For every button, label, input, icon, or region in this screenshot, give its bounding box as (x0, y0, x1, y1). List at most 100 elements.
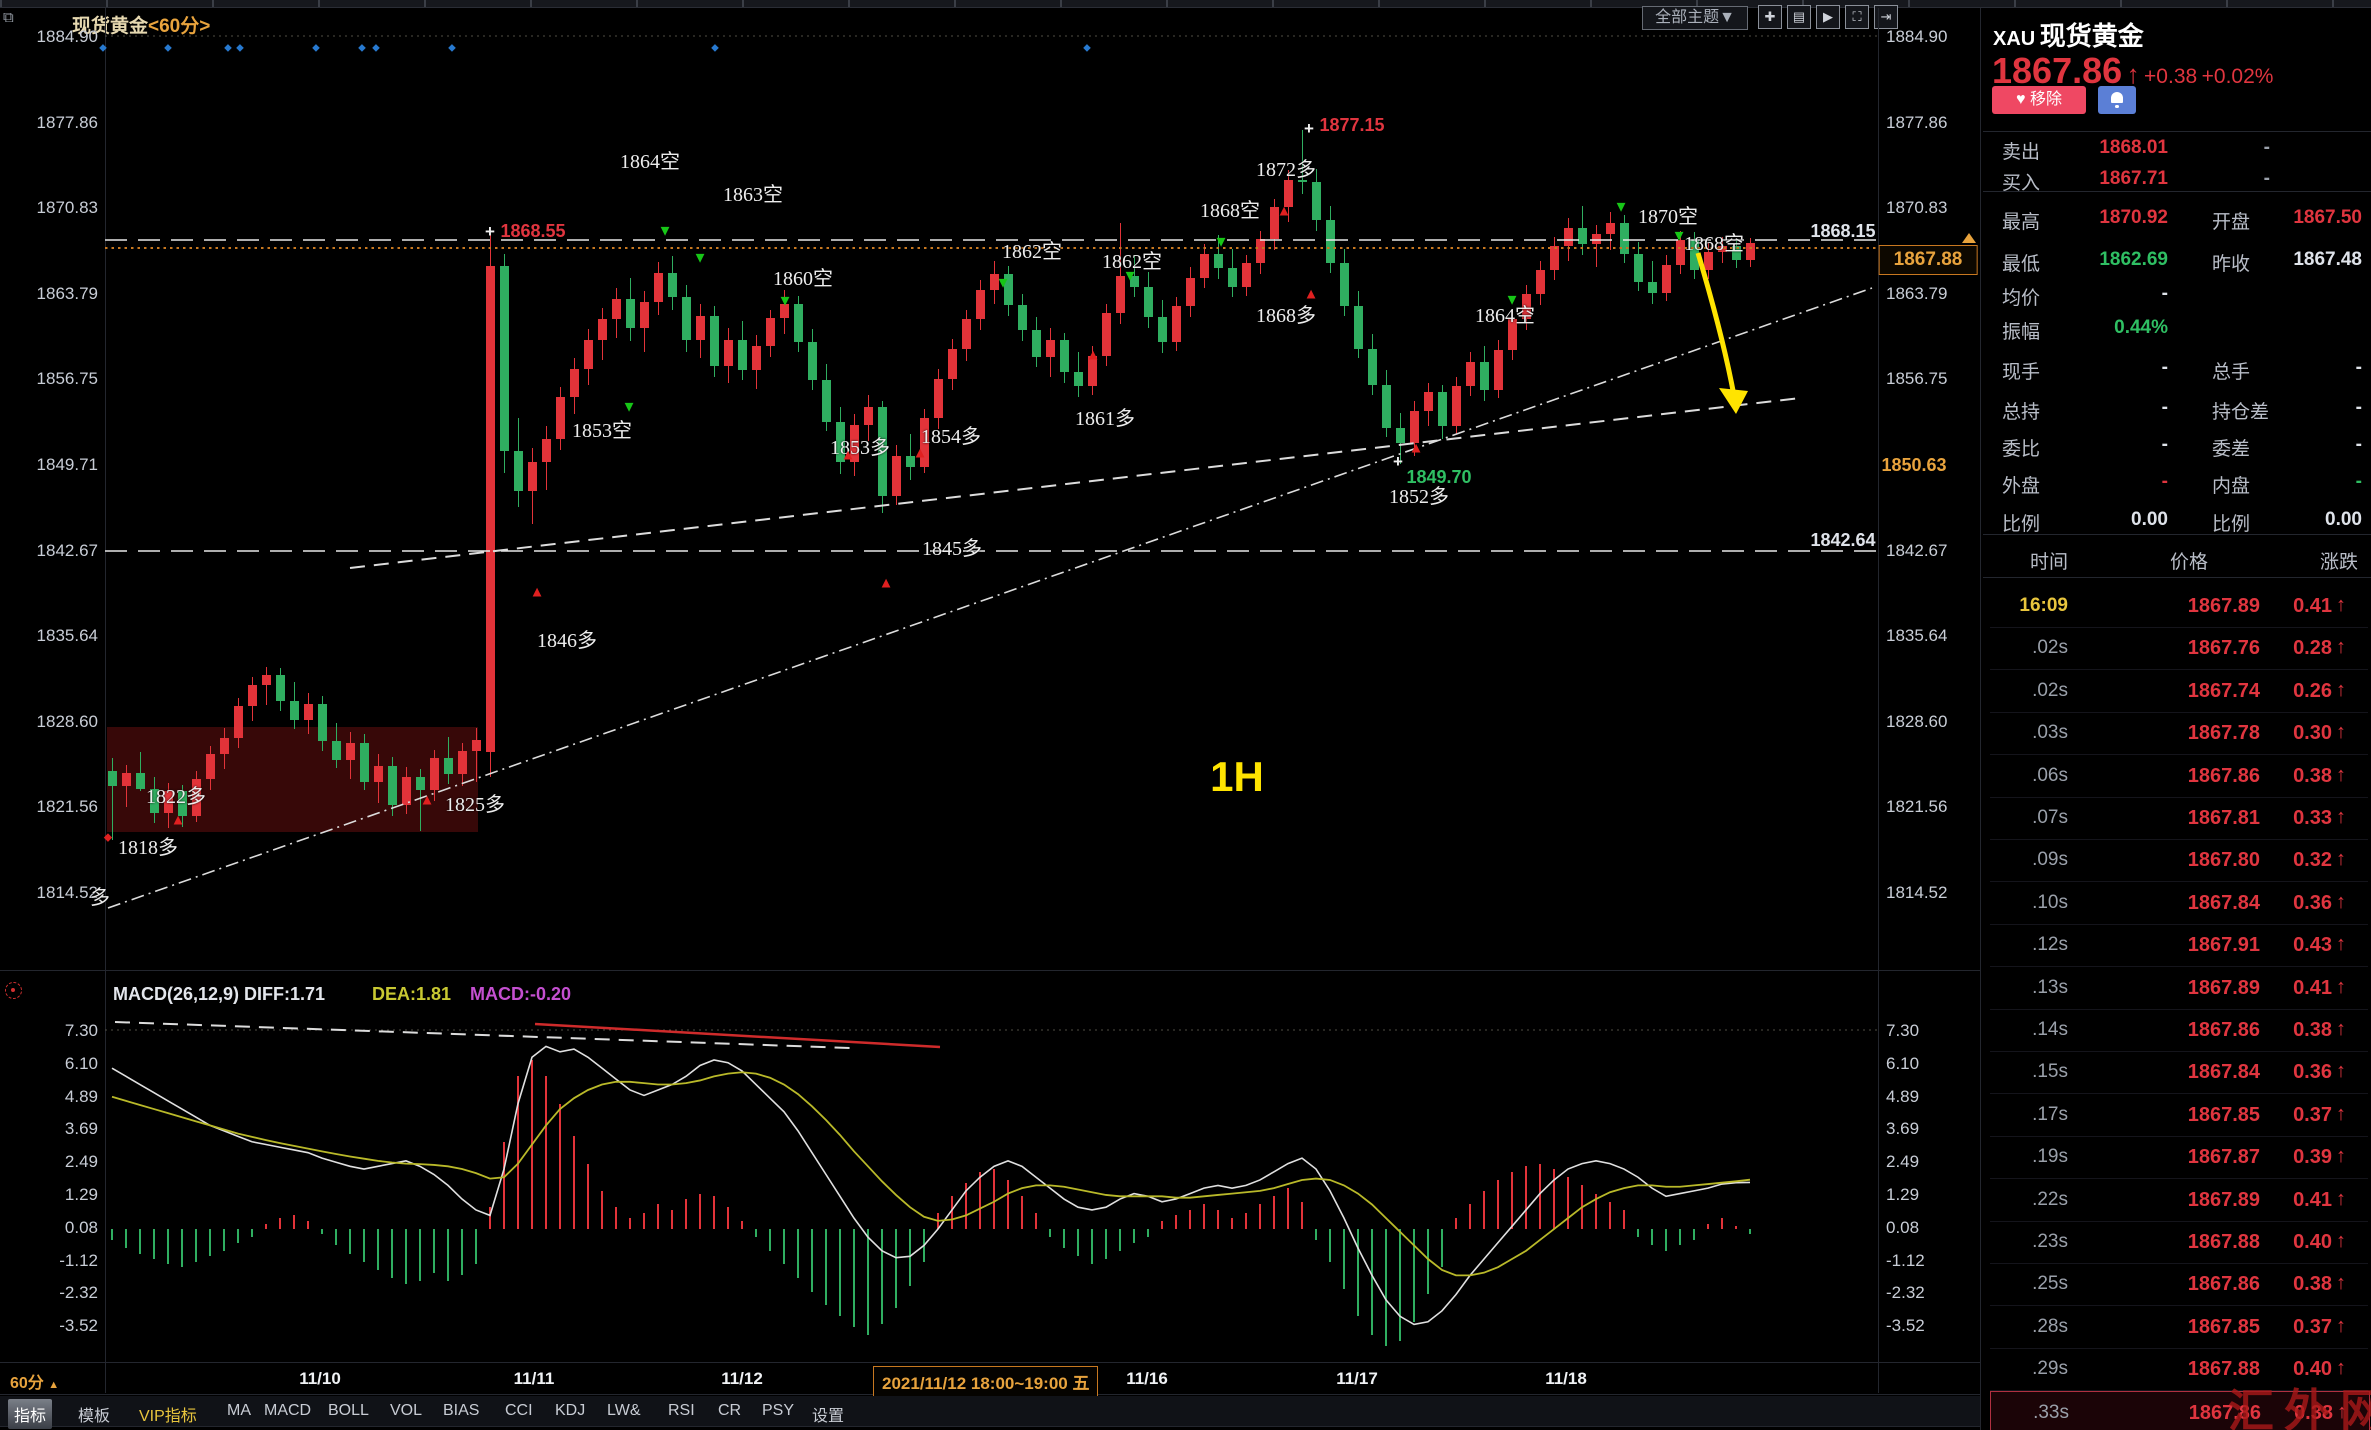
candle (597, 319, 607, 341)
trade-up-arrow-icon: ↑ (2336, 1272, 2346, 1295)
signal-label: 1862空 (1102, 251, 1162, 273)
macd-hist-bar (251, 1229, 253, 1238)
macd-hist-bar (223, 1229, 225, 1251)
macd-hist-bar (797, 1229, 799, 1279)
right-axis-border (1878, 8, 1879, 1393)
dock-icon[interactable]: ⧉ (3, 9, 14, 26)
trade-row[interactable]: .25s 1867.86 0.38 ↑ (1990, 1263, 2368, 1307)
quote-value: 0.44% (2114, 317, 2168, 338)
macd-hist-bar (433, 1229, 435, 1273)
trade-time: .13s (2032, 976, 2068, 998)
signal-label: 1853多 (830, 437, 890, 459)
trade-time: .17s (2032, 1103, 2068, 1125)
price-axis-label: 1842.67 (36, 540, 98, 560)
trade-row[interactable]: 16:09 1867.89 0.41 ↑ (1990, 585, 2368, 628)
trade-row[interactable]: .10s 1867.84 0.36 ↑ (1990, 882, 2368, 925)
trade-row[interactable]: .03s 1867.78 0.30 ↑ (1990, 712, 2368, 756)
candle (1255, 239, 1265, 264)
fullscreen-icon[interactable]: ⛶ (1845, 5, 1869, 29)
indicator-tab-KDJ[interactable]: KDJ (555, 1402, 586, 1419)
candle (667, 273, 677, 298)
macd-hist-bar (1301, 1201, 1303, 1229)
candle (289, 701, 299, 720)
candle (723, 340, 733, 366)
trade-row[interactable]: .02s 1867.76 0.28 ↑ (1990, 627, 2368, 671)
trades-column-header: 价格 (2170, 552, 2209, 573)
indicator-tab-CCI[interactable]: CCI (505, 1402, 533, 1419)
macd-hist-bar (1259, 1204, 1261, 1230)
macd-hist-bar (881, 1229, 883, 1325)
candle (1563, 228, 1573, 247)
grid-icon[interactable]: ▤ (1787, 5, 1811, 29)
candle (317, 703, 327, 742)
trade-row[interactable]: .22s 1867.89 0.41 ↑ (1990, 1179, 2368, 1222)
macd-hist-bar (1567, 1177, 1569, 1230)
candle (1381, 385, 1391, 428)
trade-row[interactable]: .02s 1867.74 0.26 ↑ (1990, 670, 2368, 713)
indicator-tab-BIAS[interactable]: BIAS (443, 1402, 480, 1419)
short-signal-arrow-icon: ▼ (621, 398, 637, 416)
macd-hist-bar (1091, 1229, 1093, 1265)
trade-row[interactable]: .14s 1867.86 0.38 ↑ (1990, 1009, 2368, 1052)
macd-hist-bar (587, 1163, 589, 1230)
quote-label: 开盘 (2212, 212, 2251, 233)
quote-value: 1862.69 (2099, 249, 2168, 270)
indicator-tab-CR[interactable]: CR (718, 1402, 742, 1419)
chart-style-icon[interactable]: ▶ (1816, 5, 1840, 29)
indicator-tab-设置[interactable]: 设置 (812, 1408, 845, 1425)
crosshair-icon[interactable]: ✚ (1758, 5, 1782, 29)
candle (121, 773, 131, 787)
alert-bell-button[interactable] (2098, 86, 2136, 114)
trade-price: 1867.74 (2187, 679, 2260, 702)
price-axis-label-right: 1835.64 (1886, 626, 1948, 646)
trade-row[interactable]: .28s 1867.85 0.37 ↑ (1990, 1306, 2368, 1349)
sidebar-divider (1980, 8, 1981, 1430)
trade-change: 0.28 (2293, 637, 2332, 660)
trade-row[interactable]: .13s 1867.89 0.41 ↑ (1990, 967, 2368, 1010)
trade-row[interactable]: .23s 1867.88 0.40 ↑ (1990, 1221, 2368, 1264)
indicator-tab-LW&[interactable]: LW& (607, 1402, 641, 1419)
trade-row[interactable]: .09s 1867.80 0.32 ↑ (1990, 839, 2368, 883)
candle (1745, 243, 1755, 260)
macd-hist-bar (1609, 1201, 1611, 1229)
macd-axis-label: 3.69 (64, 1119, 98, 1139)
indicator-tab-指标[interactable]: 指标 (8, 1399, 53, 1429)
indicator-tab-VOL[interactable]: VOL (390, 1402, 423, 1419)
trade-row[interactable]: .07s 1867.81 0.33 ↑ (1990, 797, 2368, 840)
signal-label: 1860空 (773, 268, 833, 290)
trade-row[interactable]: .15s 1867.84 0.36 ↑ (1990, 1051, 2368, 1095)
remove-favorite-button[interactable]: ♥ 移除 (1992, 86, 2086, 114)
trade-row[interactable]: .17s 1867.85 0.37 ↑ (1990, 1094, 2368, 1137)
period-selector[interactable]: 60分 ▲ (10, 1375, 60, 1392)
candle (765, 318, 775, 347)
quote-value: - (2161, 434, 2168, 455)
macd-hist-bar (391, 1229, 393, 1279)
macd-axis-label: 7.30 (64, 1021, 98, 1040)
macd-hist-bar (335, 1229, 337, 1246)
indicator-tab-MACD[interactable]: MACD (264, 1402, 312, 1419)
indicator-tab-BOLL[interactable]: BOLL (328, 1402, 369, 1419)
signal-label: 1846多 (537, 630, 597, 652)
macd-hist-bar (1651, 1229, 1653, 1246)
theme-dropdown[interactable]: 全部主题▼ (1642, 6, 1748, 30)
candle (1269, 207, 1279, 240)
trade-change: 0.36 (2293, 891, 2332, 914)
chart-interval-label: <60分> (148, 16, 211, 37)
indicator-tab-模板[interactable]: 模板 (78, 1408, 111, 1425)
date-tick-label: 11/10 (299, 1369, 341, 1388)
indicator-target-icon[interactable] (5, 982, 22, 999)
candle (1465, 361, 1475, 387)
indicator-tab-VIP指标[interactable]: VIP指标 (139, 1408, 197, 1425)
candle (1311, 181, 1321, 220)
indicator-tab-PSY[interactable]: PSY (762, 1402, 795, 1419)
trade-row[interactable]: .12s 1867.91 0.43 ↑ (1990, 924, 2368, 968)
indicator-tab-MA[interactable]: MA (227, 1402, 251, 1419)
indicator-tab-RSI[interactable]: RSI (668, 1402, 695, 1419)
trade-time: .25s (2032, 1273, 2068, 1295)
trade-row[interactable]: .33s 1867.86 0.38 ↑ (1990, 1390, 2370, 1430)
long-signal-arrow-icon: ▲ (170, 811, 186, 829)
macd-axis-label: -1.12 (59, 1250, 98, 1270)
trade-row[interactable]: .19s 1867.87 0.39 ↑ (1990, 1136, 2368, 1180)
macd-hist-bar (1553, 1169, 1555, 1230)
trade-row[interactable]: .06s 1867.86 0.38 ↑ (1990, 755, 2368, 798)
